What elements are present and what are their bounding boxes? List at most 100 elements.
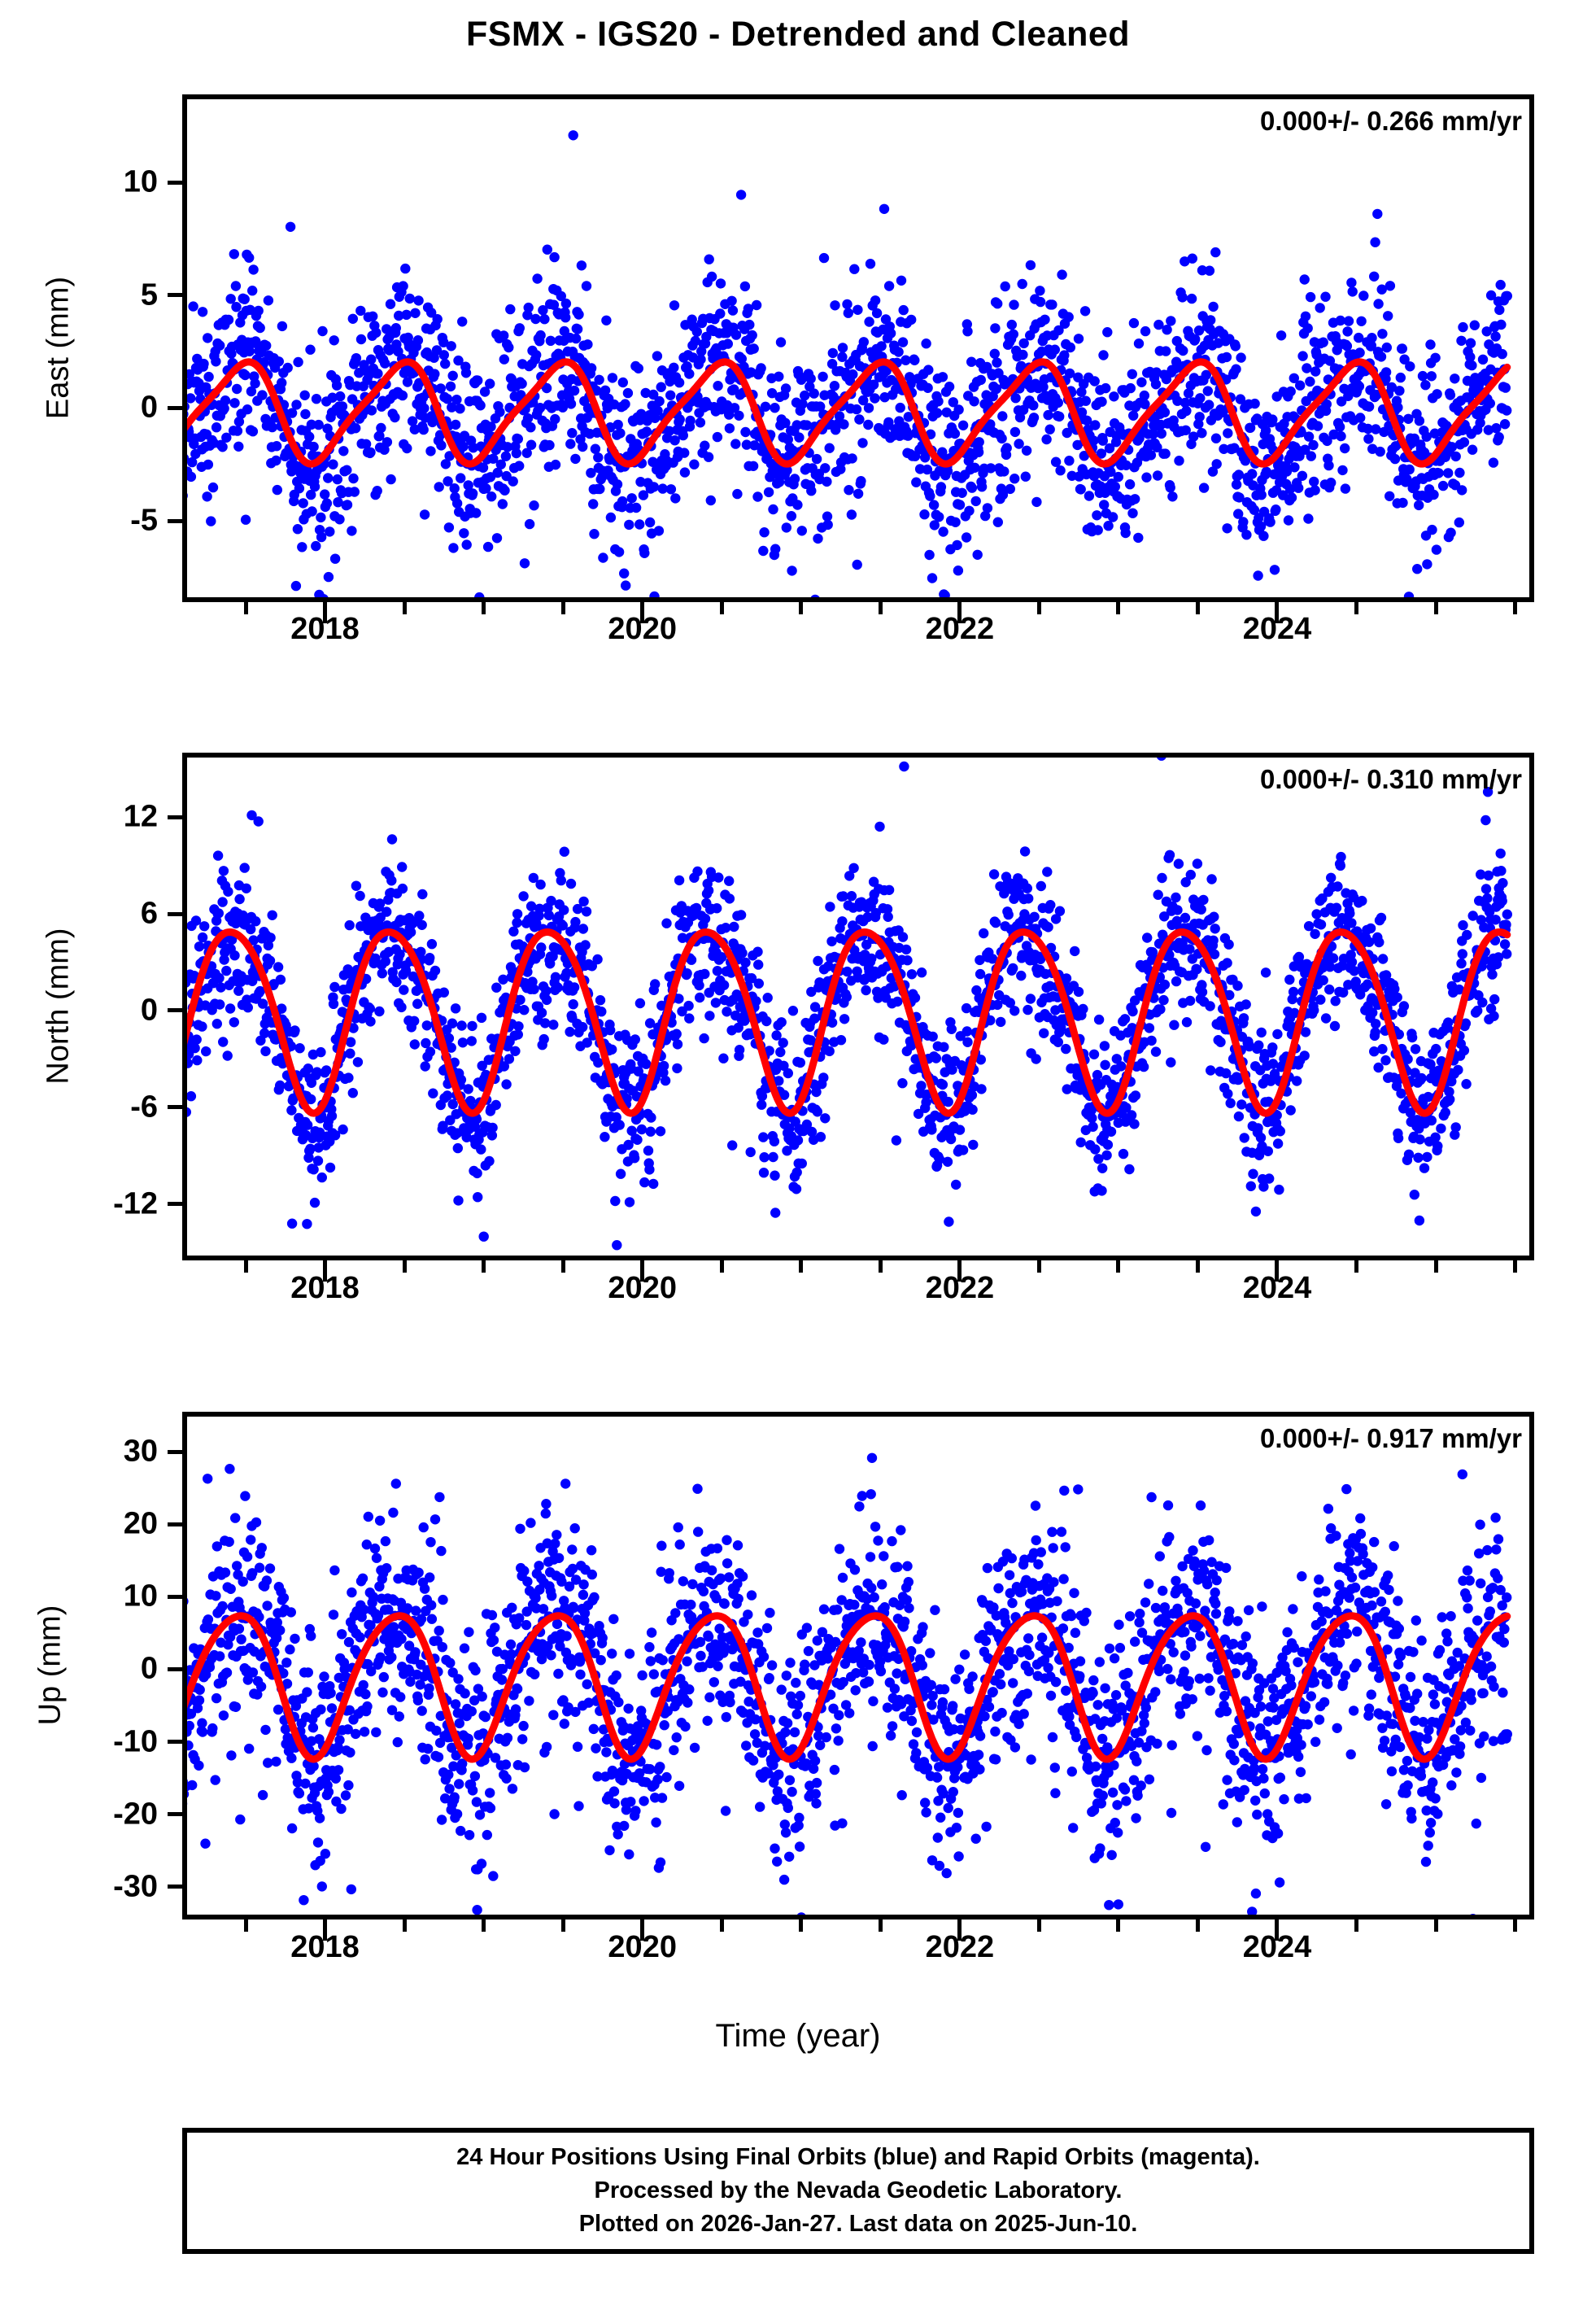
x-minor-tick-up [1195,1919,1200,1932]
x-minor-tick-east [1116,602,1121,614]
y-tick-label-up-5: -20 [113,1797,158,1832]
x-tick-label-east-0: 2018 [290,612,360,646]
y-tick-label-up-0: 30 [123,1434,158,1469]
y-tick-label-up-4: -10 [113,1724,158,1759]
x-minor-tick-east [719,602,724,614]
rate-annotation-east: 0.000+/- 0.266 mm/yr [1260,106,1522,136]
y-tick-up-6 [168,1885,182,1889]
y-tick-label-north-0: 12 [123,799,158,834]
y-tick-north-0 [168,815,182,819]
y-tick-up-5 [168,1812,182,1817]
x-minor-tick-up [1513,1919,1518,1932]
x-minor-tick-up [243,1919,248,1932]
y-tick-up-3 [168,1666,182,1671]
y-axis-title-up: Up (mm) [33,1605,68,1726]
rate-annotation-north: 0.000+/- 0.310 mm/yr [1260,764,1522,794]
x-tick-label-up-2: 2022 [925,1930,995,1964]
x-minor-tick-north [402,1260,407,1273]
x-tick-label-east-2: 2022 [925,612,995,646]
x-minor-tick-north [243,1260,248,1273]
x-minor-tick-north [482,1260,486,1273]
x-minor-tick-north [1433,1260,1438,1273]
footer-caption-box: 24 Hour Positions Using Final Orbits (bl… [182,2128,1534,2254]
x-minor-tick-north [878,1260,883,1273]
y-tick-label-north-3: -6 [130,1090,158,1125]
x-minor-tick-up [1036,1919,1041,1932]
x-tick-label-up-3: 2024 [1242,1930,1312,1964]
x-minor-tick-up [878,1919,883,1932]
x-minor-tick-up [1354,1919,1359,1932]
x-minor-tick-east [402,602,407,614]
y-tick-label-north-1: 6 [140,896,158,931]
x-minor-tick-east [1036,602,1041,614]
data-points-north [187,758,1512,1251]
x-major-tick-east [640,602,645,623]
x-major-tick-east [957,602,962,623]
y-tick-up-1 [168,1522,182,1526]
y-tick-east-2 [168,405,182,410]
data-points-up [187,1452,1512,1915]
x-minor-tick-up [799,1919,804,1932]
x-tick-label-east-3: 2024 [1242,612,1312,646]
seasonal-fit-curve-up [187,1612,1511,1763]
x-tick-label-north-0: 2018 [290,1271,360,1305]
x-axis-title: Time (year) [715,2018,881,2054]
y-tick-label-east-0: 10 [123,164,158,199]
footer-line-3: Plotted on 2026-Jan-27. Last data on 202… [578,2211,1138,2238]
x-major-tick-north [323,1260,328,1282]
y-tick-label-up-2: 10 [123,1579,158,1614]
data-points-east [187,130,1512,597]
x-major-tick-up [957,1919,962,1941]
x-minor-tick-east [1354,602,1359,614]
y-tick-label-up-6: -30 [113,1869,158,1904]
x-major-tick-north [1275,1260,1280,1282]
y-tick-north-4 [168,1202,182,1207]
plot-area-up [187,1452,1512,1915]
footer-line-1: 24 Hour Positions Using Final Orbits (bl… [456,2143,1260,2170]
x-major-tick-north [957,1260,962,1282]
footer-line-2: Processed by the Nevada Geodetic Laborat… [594,2177,1123,2203]
x-minor-tick-up [402,1919,407,1932]
x-major-tick-north [640,1260,645,1282]
x-minor-tick-up [482,1919,486,1932]
y-axis-title-east: East (mm) [41,276,76,420]
x-tick-label-north-3: 2024 [1242,1271,1312,1305]
x-minor-tick-east [1195,602,1200,614]
plot-area-east [187,130,1512,597]
y-tick-up-4 [168,1740,182,1745]
x-major-tick-east [323,602,328,623]
x-minor-tick-east [482,602,486,614]
y-tick-label-east-1: 5 [140,277,158,312]
x-minor-tick-east [799,602,804,614]
x-minor-tick-east [878,602,883,614]
x-major-tick-up [640,1919,645,1941]
seasonal-fit-curve-north [187,928,1511,1117]
y-tick-label-east-3: -5 [130,503,158,538]
x-minor-tick-north [560,1260,565,1273]
page-title: FSMX - IGS20 - Detrended and Cleaned [465,15,1131,54]
x-minor-tick-north [799,1260,804,1273]
y-tick-east-0 [168,180,182,185]
x-minor-tick-east [243,602,248,614]
y-axis-title-north: North (mm) [41,928,76,1085]
x-minor-tick-up [560,1919,565,1932]
x-tick-label-up-1: 2020 [608,1930,677,1964]
y-tick-label-north-4: -12 [113,1186,158,1221]
x-tick-label-up-0: 2018 [290,1930,360,1964]
x-tick-label-north-2: 2022 [925,1271,995,1305]
seasonal-fit-curve-east [187,358,1511,468]
x-minor-tick-north [1354,1260,1359,1273]
rate-annotation-up: 0.000+/- 0.917 mm/yr [1260,1423,1522,1453]
y-tick-label-up-3: 0 [140,1651,158,1686]
x-major-tick-up [323,1919,328,1941]
x-minor-tick-north [719,1260,724,1273]
x-minor-tick-up [1116,1919,1121,1932]
x-minor-tick-up [1433,1919,1438,1932]
x-tick-label-north-1: 2020 [608,1271,677,1305]
x-minor-tick-east [560,602,565,614]
x-major-tick-up [1275,1919,1280,1941]
y-tick-label-east-2: 0 [140,390,158,425]
y-tick-north-1 [168,911,182,916]
y-tick-label-up-1: 20 [123,1506,158,1541]
x-minor-tick-east [1433,602,1438,614]
